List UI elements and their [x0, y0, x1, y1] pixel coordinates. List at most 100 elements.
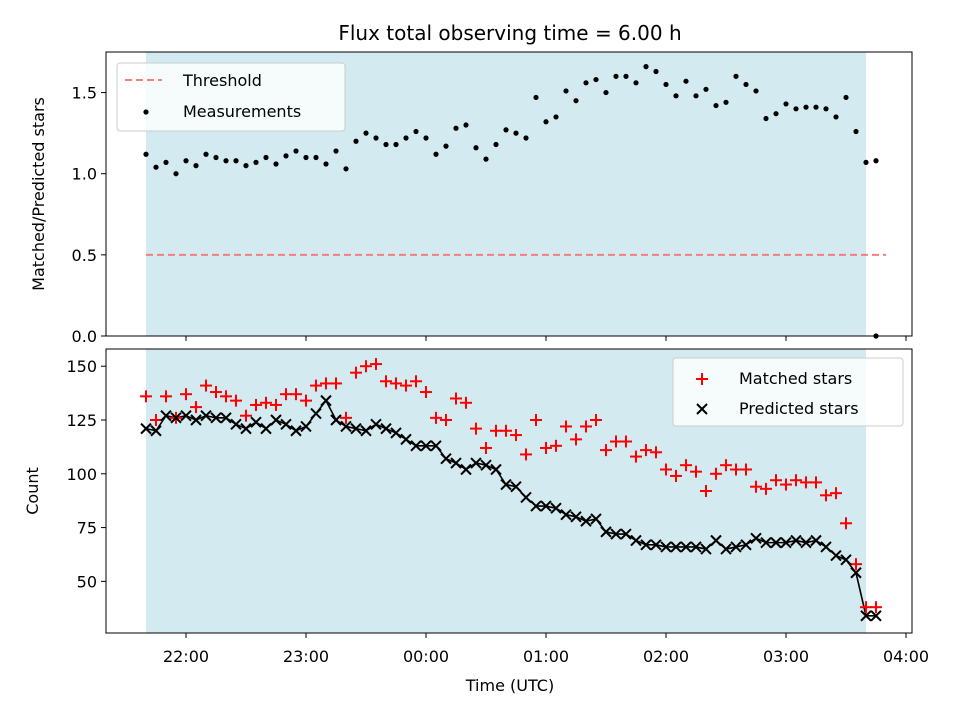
- predicted-star-point: [210, 412, 222, 424]
- predicted-marker-b: [190, 414, 202, 426]
- predicted-marker-b: [800, 536, 812, 549]
- measurement-point: [403, 135, 409, 141]
- measurement-point: [313, 154, 319, 161]
- predicted-marker-b: [480, 459, 492, 471]
- predicted-marker-b: [440, 453, 452, 465]
- predicted-marker-b: [790, 534, 802, 547]
- predicted-star-point: [150, 425, 162, 437]
- matched-star-point: [430, 411, 442, 424]
- predicted-marker-b: [680, 541, 692, 553]
- predicted-star-point: [790, 534, 802, 547]
- measurement-point: [613, 73, 619, 79]
- predicted-marker-b: [520, 491, 532, 504]
- predicted-star-point: [340, 420, 352, 433]
- matched-star-point: [510, 429, 522, 442]
- predicted-marker-b: [750, 532, 762, 545]
- matched-star-point: [650, 446, 662, 459]
- matched-star-point: [310, 379, 322, 392]
- matched-star-point: [770, 474, 782, 487]
- predicted-star-point: [400, 433, 412, 446]
- measurement-point: [803, 104, 809, 110]
- x-tick-label: 22:00: [163, 647, 209, 666]
- matched-star-point: [600, 444, 612, 457]
- predicted-marker-b: [380, 422, 392, 435]
- predicted-star-point: [280, 418, 292, 431]
- predicted-star-point: [470, 457, 482, 469]
- predicted-star-point: [420, 440, 432, 452]
- measurement-point: [793, 106, 799, 112]
- matched-star-point: [180, 388, 192, 401]
- measurement-point: [383, 141, 389, 148]
- measurement-point: [283, 153, 289, 159]
- predicted-marker-b: [530, 500, 542, 512]
- measurement-point: [623, 73, 629, 79]
- measurement-point: [193, 163, 199, 169]
- matched-star-point: [250, 398, 262, 411]
- measurement-point: [343, 166, 349, 172]
- matched-star-point: [710, 467, 722, 480]
- predicted-star-point: [870, 610, 882, 622]
- measurement-point: [563, 88, 569, 94]
- predicted-marker-b: [670, 541, 682, 553]
- measurement-point: [393, 141, 399, 148]
- predicted-marker-b: [830, 549, 842, 562]
- predicted-marker-b: [460, 463, 472, 476]
- measurement-point: [333, 148, 339, 154]
- measurement-point: [473, 145, 479, 151]
- measurement-point: [453, 125, 459, 131]
- x-tick-label: 03:00: [763, 647, 809, 666]
- predicted-marker-b: [770, 536, 782, 549]
- measurement-point: [553, 114, 559, 120]
- predicted-star-point: [740, 539, 752, 551]
- predicted-marker-b: [250, 416, 262, 428]
- predicted-star-point: [600, 526, 612, 538]
- predicted-marker-b: [510, 480, 522, 493]
- predicted-star-point: [380, 422, 392, 435]
- predicted-marker-b: [170, 412, 182, 424]
- matched-star-point: [390, 377, 402, 390]
- predicted-star-point: [140, 422, 152, 435]
- measurement-point: [163, 159, 169, 165]
- predicted-marker-b: [470, 457, 482, 469]
- predicted-marker-b: [710, 534, 722, 547]
- legend-predicted-label: Predicted stars: [739, 399, 859, 418]
- predicted-star-point: [190, 414, 202, 426]
- predicted-marker-b: [160, 409, 172, 422]
- predicted-star-point: [810, 534, 822, 547]
- measurement-point: [843, 94, 849, 101]
- predicted-stars-points: [140, 394, 882, 622]
- legend-measurements-swatch: [143, 109, 149, 115]
- matched-star-point: [370, 358, 382, 371]
- predicted-star-point: [830, 549, 842, 562]
- top-y-axis-label: Matched/Predicted stars: [29, 97, 48, 291]
- predicted-star-point: [270, 414, 282, 426]
- predicted-marker-b: [630, 534, 642, 547]
- predicted-marker-b: [330, 414, 342, 426]
- predicted-star-point: [160, 409, 172, 422]
- top-legend: Threshold Measurements: [116, 62, 346, 132]
- predicted-star-point: [200, 409, 212, 422]
- matched-star-point: [270, 398, 282, 411]
- legend-threshold-label: Threshold: [182, 71, 262, 90]
- predicted-marker-b: [420, 440, 432, 452]
- measurement-point: [493, 141, 499, 148]
- measurement-point: [873, 158, 879, 164]
- predicted-star-point: [460, 463, 472, 476]
- measurement-point: [763, 115, 769, 122]
- matched-star-point: [700, 485, 712, 497]
- predicted-marker-b: [700, 543, 712, 555]
- measurement-point: [173, 171, 179, 177]
- measurement-point: [263, 154, 269, 161]
- predicted-marker-b: [600, 526, 612, 538]
- top-y-ticks: 0.0 0.5 1.0 1.5: [72, 84, 106, 346]
- matched-star-point: [470, 422, 482, 435]
- top-axes-frame: [105, 51, 913, 337]
- predicted-star-point: [370, 418, 382, 431]
- bottom-y-tick-label: 50: [77, 572, 97, 591]
- predicted-star-point: [290, 425, 302, 437]
- predicted-star-point: [820, 541, 832, 553]
- matched-star-point: [630, 450, 642, 463]
- predicted-marker-b: [550, 502, 562, 514]
- predicted-star-point: [240, 422, 252, 435]
